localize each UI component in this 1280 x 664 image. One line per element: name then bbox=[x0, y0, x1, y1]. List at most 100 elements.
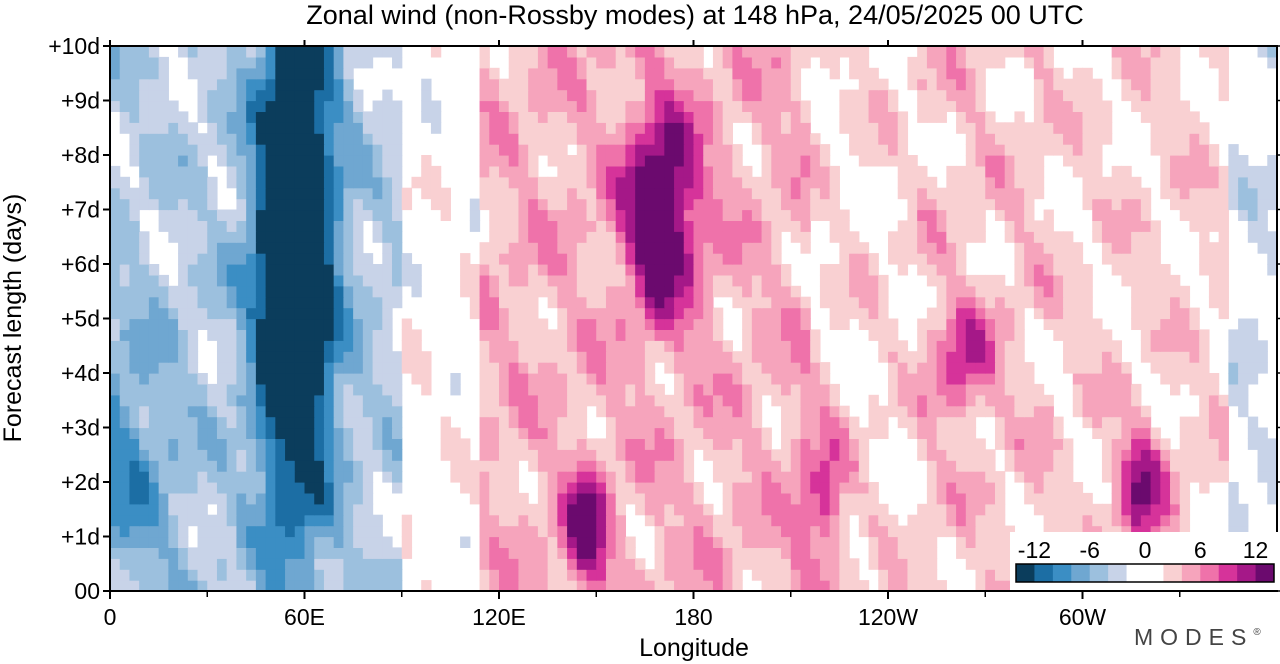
heatmap-cell bbox=[285, 89, 296, 102]
heatmap-cell bbox=[255, 373, 267, 385]
heatmap-cell bbox=[1092, 111, 1103, 123]
heatmap-cell bbox=[956, 231, 967, 243]
heatmap-cell bbox=[1033, 274, 1045, 287]
heatmap-cell bbox=[489, 373, 500, 385]
heatmap-cell bbox=[1072, 165, 1084, 178]
heatmap-cell bbox=[936, 307, 947, 320]
heatmap-cell bbox=[353, 580, 364, 591]
heatmap-cell bbox=[683, 514, 695, 527]
heatmap-cell bbox=[129, 471, 140, 483]
heatmap-cell bbox=[489, 231, 500, 243]
heatmap-cell bbox=[207, 296, 218, 309]
heatmap-cell bbox=[1024, 394, 1035, 407]
heatmap-cell bbox=[547, 100, 558, 112]
heatmap-cell bbox=[1063, 253, 1074, 265]
heatmap-cell bbox=[1024, 362, 1035, 374]
heatmap-cell bbox=[275, 111, 286, 123]
heatmap-cell bbox=[635, 460, 646, 472]
heatmap-cell bbox=[285, 46, 296, 58]
heatmap-cell bbox=[518, 514, 529, 527]
heatmap-cell bbox=[1033, 231, 1045, 243]
heatmap-cell bbox=[178, 122, 189, 134]
heatmap-cell bbox=[674, 569, 685, 581]
heatmap-cell bbox=[742, 547, 753, 559]
heatmap-cell bbox=[246, 405, 257, 418]
heatmap-cell bbox=[635, 427, 646, 439]
heatmap-cell bbox=[907, 67, 918, 80]
heatmap-cell bbox=[353, 176, 364, 189]
heatmap-cell bbox=[975, 547, 986, 559]
heatmap-cell bbox=[790, 405, 802, 418]
heatmap-cell bbox=[401, 340, 413, 352]
heatmap-cell bbox=[216, 307, 228, 320]
heatmap-cell bbox=[732, 492, 743, 505]
heatmap-cell bbox=[265, 449, 276, 461]
heatmap-cell bbox=[440, 416, 451, 429]
heatmap-cell bbox=[1247, 351, 1259, 363]
heatmap-cell bbox=[139, 525, 150, 538]
heatmap-cell bbox=[392, 176, 403, 189]
heatmap-cell bbox=[800, 133, 811, 145]
heatmap-cell bbox=[430, 100, 442, 112]
heatmap-cell bbox=[1014, 274, 1025, 287]
heatmap-cell bbox=[401, 264, 413, 276]
heatmap-cell bbox=[499, 133, 510, 145]
heatmap-cell bbox=[742, 100, 753, 112]
heatmap-cell bbox=[1063, 471, 1074, 483]
heatmap-cell bbox=[255, 427, 267, 439]
heatmap-cell bbox=[781, 351, 792, 363]
heatmap-cell bbox=[605, 525, 617, 538]
heatmap-cell bbox=[362, 198, 374, 211]
heatmap-cell bbox=[771, 198, 782, 211]
heatmap-cell bbox=[129, 525, 140, 538]
heatmap-cell bbox=[479, 56, 490, 69]
heatmap-cell bbox=[771, 296, 782, 309]
heatmap-cell bbox=[226, 56, 238, 69]
heatmap-cell bbox=[1179, 187, 1191, 200]
heatmap-cell bbox=[304, 165, 315, 178]
heatmap-cell bbox=[1150, 438, 1161, 450]
heatmap-cell bbox=[829, 296, 840, 309]
heatmap-cell bbox=[674, 460, 685, 472]
heatmap-cell bbox=[236, 492, 247, 505]
heatmap-cell bbox=[1189, 187, 1200, 200]
heatmap-cell bbox=[294, 525, 306, 538]
heatmap-cell bbox=[761, 536, 772, 548]
heatmap-cell bbox=[499, 253, 510, 265]
heatmap-cell bbox=[800, 373, 811, 385]
heatmap-cell bbox=[946, 373, 957, 385]
heatmap-cell bbox=[226, 503, 238, 516]
heatmap-cell bbox=[139, 296, 150, 309]
heatmap-cell bbox=[1228, 482, 1239, 494]
heatmap-cell bbox=[674, 122, 685, 134]
heatmap-cell bbox=[1043, 56, 1054, 69]
heatmap-cell bbox=[323, 329, 335, 341]
heatmap-cell bbox=[362, 503, 374, 516]
heatmap-cell bbox=[1072, 89, 1084, 102]
heatmap-cell bbox=[946, 460, 957, 472]
heatmap-cell bbox=[304, 471, 315, 483]
heatmap-cell bbox=[469, 285, 481, 298]
heatmap-cell bbox=[382, 318, 393, 330]
heatmap-cell bbox=[285, 176, 296, 189]
heatmap-cell bbox=[946, 100, 957, 112]
heatmap-cell bbox=[1160, 67, 1171, 80]
heatmap-cell bbox=[625, 482, 636, 494]
heatmap-cell bbox=[800, 427, 811, 439]
heatmap-cell bbox=[547, 176, 558, 189]
heatmap-cell bbox=[693, 394, 704, 407]
heatmap-cell bbox=[644, 405, 656, 418]
heatmap-cell bbox=[489, 340, 500, 352]
heatmap-cell bbox=[654, 209, 665, 221]
heatmap-cell bbox=[1199, 231, 1210, 243]
heatmap-cell bbox=[781, 46, 792, 58]
heatmap-cell bbox=[946, 307, 957, 320]
heatmap-cell bbox=[858, 264, 870, 276]
heatmap-cell bbox=[975, 100, 986, 112]
heatmap-cell bbox=[635, 482, 646, 494]
heatmap-cell bbox=[1160, 340, 1171, 352]
heatmap-cell bbox=[732, 198, 743, 211]
heatmap-cell bbox=[255, 318, 267, 330]
heatmap-cell bbox=[635, 449, 646, 461]
heatmap-cell bbox=[518, 449, 529, 461]
